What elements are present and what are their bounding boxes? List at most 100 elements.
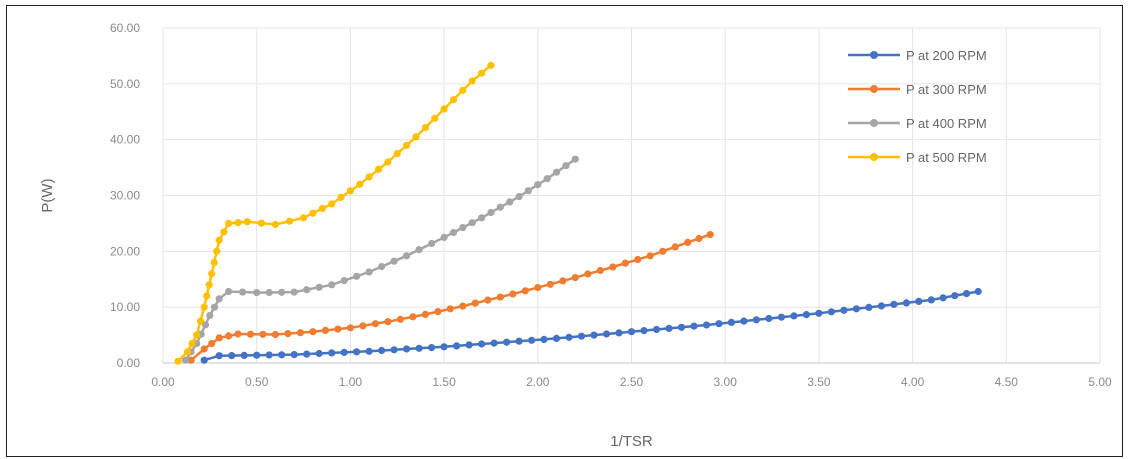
data-point bbox=[609, 263, 617, 271]
data-point bbox=[421, 310, 429, 318]
x-tick-label: 5.00 bbox=[1088, 375, 1112, 389]
data-point bbox=[840, 306, 848, 314]
data-point bbox=[484, 296, 492, 304]
data-point bbox=[706, 231, 714, 239]
data-point bbox=[915, 297, 923, 305]
series-line bbox=[190, 233, 711, 362]
data-point bbox=[243, 218, 251, 226]
gridlines bbox=[162, 27, 1101, 364]
data-point bbox=[271, 330, 279, 339]
data-point bbox=[702, 321, 711, 329]
data-point bbox=[200, 356, 208, 364]
data-point bbox=[552, 334, 561, 342]
legend-marker bbox=[870, 85, 878, 93]
data-point bbox=[371, 320, 379, 328]
data-point bbox=[340, 348, 348, 356]
data-point bbox=[490, 339, 498, 347]
data-point bbox=[259, 330, 267, 338]
y-tick-label: 20.00 bbox=[110, 244, 140, 258]
legend-item: P at 500 RPM bbox=[848, 150, 987, 165]
x-axis-title: 1/TSR bbox=[610, 433, 653, 450]
data-point bbox=[602, 330, 611, 338]
data-point bbox=[200, 303, 208, 311]
data-point bbox=[453, 342, 461, 350]
data-point bbox=[415, 246, 423, 254]
data-point bbox=[449, 228, 458, 237]
data-point bbox=[865, 303, 873, 311]
data-point bbox=[210, 258, 218, 267]
data-point bbox=[403, 141, 411, 149]
data-point bbox=[434, 308, 442, 316]
data-point bbox=[571, 155, 579, 163]
data-point bbox=[627, 328, 636, 336]
data-point bbox=[615, 329, 623, 337]
data-point bbox=[552, 168, 561, 176]
data-point bbox=[640, 327, 648, 335]
legend-marker bbox=[870, 51, 878, 59]
x-tick-label: 4.50 bbox=[995, 375, 1019, 389]
data-point bbox=[571, 274, 579, 282]
x-tick-label: 2.00 bbox=[526, 375, 550, 389]
data-point bbox=[284, 330, 292, 338]
data-point bbox=[684, 238, 692, 246]
data-point bbox=[365, 268, 373, 276]
data-point bbox=[431, 114, 439, 122]
data-point bbox=[440, 233, 448, 241]
y-tick-label: 10.00 bbox=[110, 300, 140, 314]
data-point bbox=[506, 198, 514, 206]
data-point bbox=[203, 292, 211, 300]
data-point bbox=[234, 330, 242, 338]
data-point bbox=[205, 281, 213, 289]
data-point bbox=[428, 239, 436, 248]
data-point bbox=[752, 316, 761, 324]
data-point bbox=[213, 247, 221, 255]
data-point bbox=[440, 343, 448, 351]
data-point bbox=[652, 325, 661, 334]
data-point bbox=[225, 287, 233, 296]
data-point bbox=[515, 193, 523, 201]
data-point bbox=[378, 263, 386, 271]
data-point bbox=[174, 357, 182, 365]
data-point bbox=[337, 193, 345, 201]
data-point bbox=[353, 272, 361, 280]
data-point bbox=[240, 351, 248, 359]
data-point bbox=[515, 337, 523, 345]
legend-item: P at 200 RPM bbox=[848, 48, 987, 63]
data-point bbox=[393, 150, 401, 158]
x-tick-label: 3.00 bbox=[714, 375, 738, 389]
data-point bbox=[200, 345, 208, 353]
data-point bbox=[299, 214, 308, 222]
data-point bbox=[584, 270, 592, 278]
data-point bbox=[257, 219, 265, 227]
data-point bbox=[296, 329, 304, 337]
data-point bbox=[246, 330, 255, 338]
data-point bbox=[234, 219, 242, 227]
data-point bbox=[543, 175, 551, 183]
data-point bbox=[303, 286, 311, 294]
data-point bbox=[790, 312, 798, 320]
data-point bbox=[496, 293, 504, 301]
data-point bbox=[365, 347, 373, 355]
data-point bbox=[503, 338, 511, 346]
data-point bbox=[412, 133, 420, 141]
data-point bbox=[378, 346, 386, 355]
data-point bbox=[939, 294, 947, 302]
data-point bbox=[496, 203, 504, 211]
data-point bbox=[546, 280, 554, 288]
data-point bbox=[215, 352, 223, 360]
data-point bbox=[390, 346, 398, 354]
data-point bbox=[659, 247, 667, 255]
data-point bbox=[478, 214, 486, 222]
legend-marker bbox=[870, 153, 878, 161]
legend-item: P at 300 RPM bbox=[848, 82, 987, 97]
data-point bbox=[340, 277, 348, 285]
data-point bbox=[521, 287, 529, 295]
data-point bbox=[390, 257, 398, 265]
data-point bbox=[465, 341, 473, 349]
data-point bbox=[646, 252, 654, 260]
data-point bbox=[540, 335, 548, 343]
legend-label: P at 200 RPM bbox=[906, 48, 987, 63]
data-point bbox=[852, 305, 861, 313]
data-point bbox=[765, 314, 773, 323]
